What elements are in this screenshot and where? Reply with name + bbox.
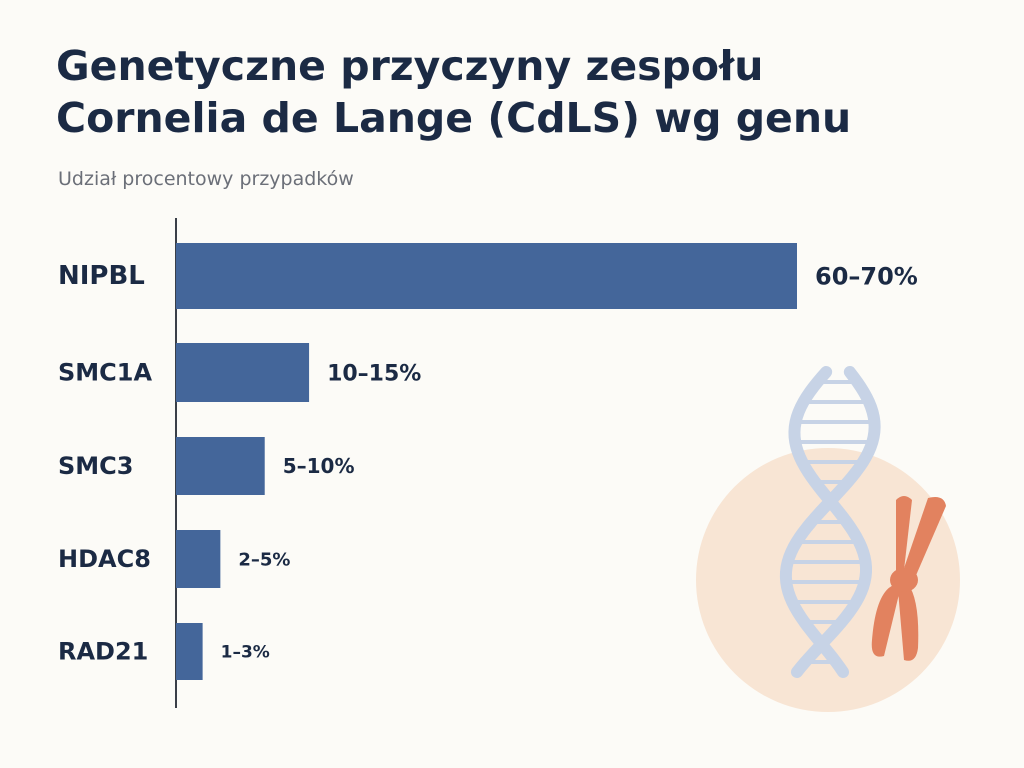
bars-group: NIPBL 60–70% SMC1A 10–15% SMC3 5–10% HDAC8 2–5%… — [58, 243, 918, 680]
chromosome-icon — [871, 496, 946, 661]
bar — [176, 243, 797, 309]
chart-title: Genetyczne przyczyny zespołu Cornelia de… — [56, 40, 956, 144]
data-label: 10–15% — [327, 361, 421, 386]
data-label: 5–10% — [283, 454, 355, 478]
bar — [176, 437, 265, 495]
category-label: NIPBL — [58, 261, 145, 291]
title-line-2: Cornelia de Lange (CdLS) wg genu — [56, 94, 852, 142]
data-label: 1–3% — [221, 643, 270, 663]
category-label: RAD21 — [58, 638, 148, 666]
category-label: HDAC8 — [58, 545, 151, 573]
bar — [176, 530, 221, 588]
chart-subtitle: Udział procentowy przypadków — [58, 168, 354, 190]
category-label: SMC1A — [58, 359, 152, 387]
data-label: 2–5% — [238, 549, 290, 570]
illustration — [696, 366, 960, 712]
data-label: 60–70% — [815, 263, 918, 291]
bar — [176, 623, 203, 680]
bar — [176, 343, 310, 402]
title-line-1: Genetyczne przyczyny zespołu — [56, 42, 764, 90]
category-label: SMC3 — [58, 452, 133, 480]
dna-helix-icon — [779, 366, 881, 678]
